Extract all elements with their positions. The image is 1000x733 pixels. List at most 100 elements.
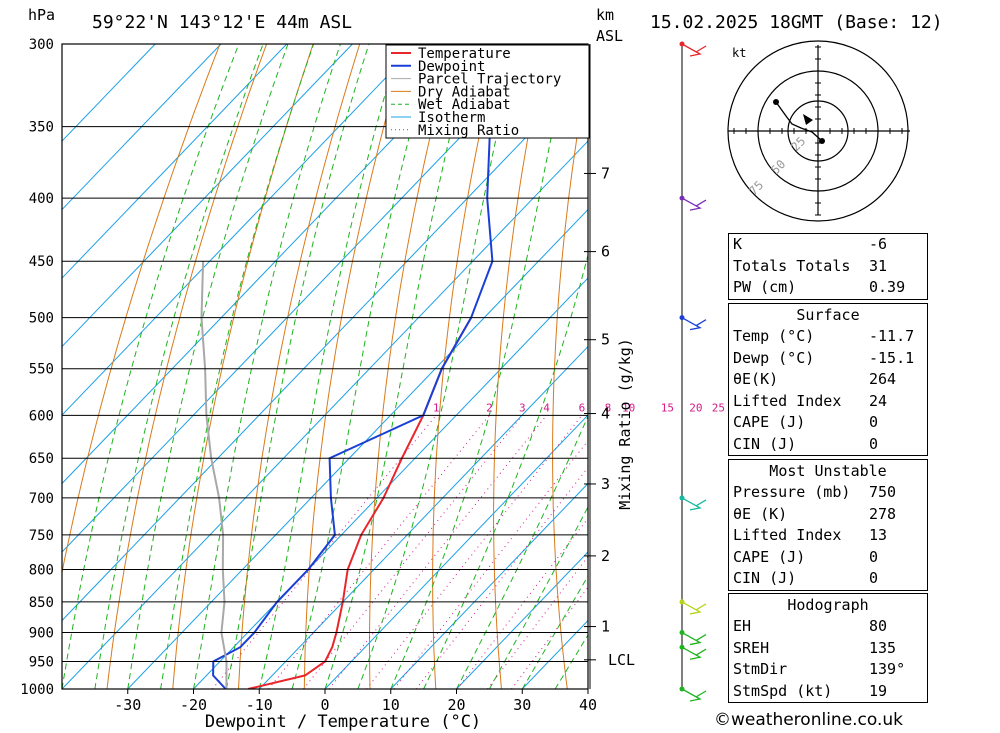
- wet-adiabat-line: [291, 44, 435, 689]
- km-tick-label: 6: [601, 243, 610, 261]
- isotherm-line: [62, 44, 222, 211]
- km-tick-label: 3: [601, 475, 610, 493]
- row-label: StmSpd (kt): [733, 681, 833, 700]
- km-tick-label: 5: [601, 331, 610, 349]
- mixing-ratio-label: 15: [661, 401, 674, 414]
- km-tick-label: 4: [601, 405, 610, 423]
- mixing-ratio-line: [393, 439, 588, 689]
- wet-adiabat-line: [127, 44, 289, 689]
- pressure-tick-label: 850: [29, 595, 54, 611]
- hodograph-end-dot: [819, 138, 825, 144]
- isotherm-line: [62, 44, 485, 485]
- pressure-tick-label: 350: [29, 120, 54, 136]
- date-label: 15.02.2025 18GMT (Base: 12): [650, 12, 943, 33]
- km-tick-label: 1: [601, 618, 610, 636]
- wind-barb-feather: [695, 633, 707, 642]
- wet-adiabat-line: [324, 44, 474, 689]
- pressure-tick-label: 600: [29, 408, 54, 424]
- hodograph-ring-label: 25: [788, 134, 808, 154]
- asl-label: ASL: [596, 27, 624, 45]
- tt-value: 31: [869, 256, 888, 275]
- wet-adiabat-line: [488, 505, 588, 689]
- most-unstable-title: Most Unstable: [769, 462, 887, 480]
- row-value: 0: [869, 569, 879, 587]
- isotherm-line: [258, 345, 588, 689]
- wind-barb-shaft: [681, 197, 702, 211]
- most_unstable-row: θE (K) 278: [729, 504, 927, 526]
- pressure-tick-label: 950: [29, 655, 54, 671]
- hodograph-title: Hodograph: [787, 596, 869, 614]
- wind-barb-feather: [695, 690, 707, 698]
- temp-tick-label: -10: [246, 696, 273, 714]
- wind-barb-shaft: [681, 688, 702, 702]
- pw-label: PW (cm): [733, 278, 797, 296]
- wind-barb: [681, 197, 707, 211]
- wet-adiabat-line: [258, 44, 401, 689]
- row-value: 13: [869, 526, 888, 544]
- row-value: 0: [869, 434, 879, 453]
- pressure-tick-label: 650: [29, 451, 54, 467]
- km-tick-label: LCL: [608, 651, 635, 669]
- isotherm-line: [62, 44, 353, 348]
- temp-tick-label: 40: [579, 696, 597, 714]
- temp-tick-label: -20: [180, 696, 207, 714]
- mixing-ratio-label: 3: [519, 401, 526, 414]
- legend-label: Mixing Ratio: [418, 123, 519, 139]
- wind-barb: [681, 688, 707, 702]
- wind-level-dot: [679, 315, 685, 321]
- dewpoint-line: [212, 44, 505, 689]
- temp-tick-label: 20: [447, 696, 465, 714]
- row-value: 19: [869, 681, 888, 700]
- wind-barb-shaft: [681, 317, 702, 331]
- temp-tick-label: 10: [382, 696, 400, 714]
- mixing-ratio-line: [212, 414, 437, 689]
- surface-row: CIN (J) 0: [729, 434, 927, 456]
- mixing-ratio-line: [511, 586, 588, 689]
- wind-barb: [681, 497, 707, 511]
- hpa-label: hPa: [28, 6, 56, 24]
- legend-label: Temperature: [418, 46, 511, 62]
- most_unstable-row: CIN (J) 0: [729, 568, 927, 590]
- most_unstable-row: Lifted Index 13: [729, 525, 927, 547]
- parcel-trajectory-line: [200, 261, 228, 689]
- temp-tick-label: 0: [320, 696, 329, 714]
- wind-barb-shaft: [681, 601, 702, 615]
- temp-tick-label: -30: [114, 696, 141, 714]
- dry-adiabat-line: [552, 67, 588, 689]
- row-label: CIN (J): [733, 569, 797, 587]
- surface-row: Dewp (°C) -15.1: [729, 348, 927, 370]
- row-value: -11.7: [869, 327, 915, 345]
- pressure-tick-label: 500: [29, 311, 54, 327]
- storm-motion-arrow: [803, 114, 813, 125]
- legend-label: Wet Adiabat: [418, 97, 511, 113]
- pressure-tick-label: 300: [29, 37, 54, 53]
- mixing-ratio-line: [487, 555, 588, 689]
- row-value: 264: [869, 370, 897, 388]
- k-label: K: [733, 235, 743, 253]
- wet-adiabat-line: [390, 44, 572, 689]
- wind-barb-shaft: [681, 646, 702, 660]
- isotherm-line: [62, 140, 588, 689]
- km-tick-label: 2: [601, 547, 610, 565]
- row-value: 135: [869, 638, 897, 657]
- isotherm-line: [62, 44, 551, 553]
- mixing-ratio-label: 6: [579, 401, 586, 414]
- mixing-ratio-label: 8: [605, 401, 612, 414]
- wind-barb-feather: [695, 45, 707, 53]
- row-value: 0: [869, 413, 879, 431]
- isotherm-line: [324, 414, 588, 689]
- wet-adiabat-line: [193, 44, 341, 689]
- isotherm-line: [456, 551, 588, 689]
- x-axis-label: Dewpoint / Temperature (°C): [205, 712, 481, 732]
- pressure-tick-label: 400: [29, 191, 54, 207]
- legend-label: Parcel Trajectory: [418, 72, 561, 88]
- isotherm-line: [62, 71, 588, 622]
- surface-title: Surface: [796, 306, 860, 324]
- dry-adiabat-line: [369, 44, 454, 689]
- row-label: Lifted Index: [733, 391, 842, 410]
- wind-barb-feather: [695, 499, 707, 507]
- wind-barb-feather: [695, 603, 707, 611]
- legend-label: Dewpoint: [418, 59, 485, 75]
